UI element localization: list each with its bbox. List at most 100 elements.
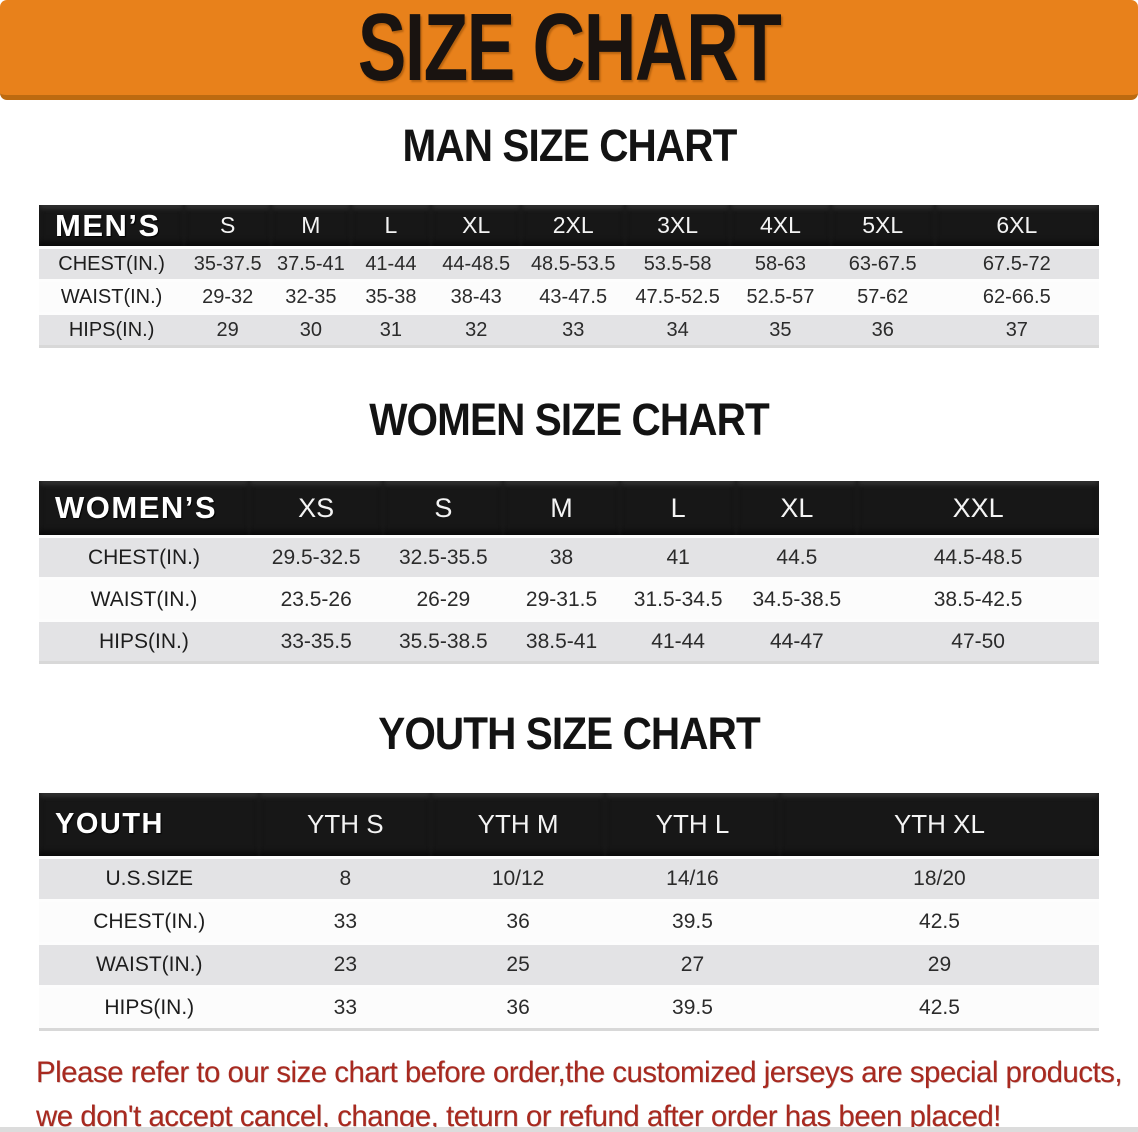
size-value-cell: 41-44 <box>619 619 737 663</box>
size-value-cell: 31.5-34.5 <box>619 577 737 621</box>
size-value-cell: 58-63 <box>730 246 831 281</box>
size-value-cell: 33-35.5 <box>248 619 384 663</box>
size-value-cell: 38.5-41 <box>503 619 620 663</box>
table-row: CHEST(IN.) 33 36 39.5 42.5 <box>39 899 1099 944</box>
size-value-cell: 53.5-58 <box>625 246 731 281</box>
size-value-cell: 47-50 <box>857 619 1099 663</box>
row-label: WAIST(IN.) <box>39 279 185 314</box>
women-col-s: S <box>383 478 504 537</box>
size-value-cell: 33 <box>521 312 626 347</box>
banner: SIZE CHART <box>0 0 1138 100</box>
row-label: CHEST(IN.) <box>39 899 260 944</box>
women-col-m: M <box>503 478 620 537</box>
disclaimer-line-2: we don't accept cancel, change, teturn o… <box>36 1100 1001 1132</box>
size-value-cell: 25 <box>431 942 606 987</box>
women-group-label: WOMEN’S <box>39 478 249 537</box>
size-value-cell: 39.5 <box>605 985 780 1030</box>
size-value-cell: 39.5 <box>605 899 780 944</box>
women-col-xxl: XXL <box>857 478 1099 537</box>
size-value-cell: 31 <box>350 312 432 347</box>
men-col-2xl: 2XL <box>521 202 626 248</box>
youth-header-row: YOUTH YTH S YTH M YTH L YTH XL <box>39 790 1099 858</box>
men-col-m: M <box>271 202 351 248</box>
size-value-cell: 37.5-41 <box>271 246 351 281</box>
size-value-cell: 30 <box>271 312 351 347</box>
table-row: HIPS(IN.) 29 30 31 32 33 34 35 36 37 <box>39 312 1099 347</box>
size-value-cell: 42.5 <box>779 985 1099 1030</box>
table-row: WAIST(IN.) 23 25 27 29 <box>39 942 1099 987</box>
women-section-title-text: WOMEN SIZE CHART <box>369 394 769 445</box>
youth-size-table: YOUTH YTH S YTH M YTH L YTH XL U.S.SIZE … <box>39 790 1099 1031</box>
size-value-cell: 14/16 <box>605 856 780 901</box>
size-value-cell: 33 <box>259 985 432 1030</box>
row-label: WAIST(IN.) <box>39 942 260 987</box>
disclaimer-line-1: Please refer to our size chart before or… <box>36 1056 1123 1089</box>
women-section-title: WOMEN SIZE CHART <box>0 396 1138 452</box>
row-label: U.S.SIZE <box>39 856 260 901</box>
row-label: HIPS(IN.) <box>39 985 260 1030</box>
size-value-cell: 37 <box>934 312 1099 347</box>
men-col-l: L <box>350 202 432 248</box>
row-label: HIPS(IN.) <box>39 619 249 663</box>
size-value-cell: 44-47 <box>736 619 858 663</box>
row-label: CHEST(IN.) <box>39 246 185 281</box>
size-value-cell: 44.5-48.5 <box>857 535 1099 579</box>
men-section-title: MAN SIZE CHART <box>0 122 1138 178</box>
size-value-cell: 34.5-38.5 <box>736 577 858 621</box>
table-row: U.S.SIZE 8 10/12 14/16 18/20 <box>39 856 1099 901</box>
table-row: HIPS(IN.) 33 36 39.5 42.5 <box>39 985 1099 1030</box>
row-label: HIPS(IN.) <box>39 312 185 347</box>
size-value-cell: 38 <box>503 535 620 579</box>
men-col-6xl: 6XL <box>934 202 1099 248</box>
men-col-3xl: 3XL <box>625 202 731 248</box>
women-section: WOMEN SIZE CHART WOMEN’S XS S M L XL XXL <box>0 396 1138 664</box>
size-value-cell: 36 <box>431 985 606 1030</box>
table-row: HIPS(IN.) 33-35.5 35.5-38.5 38.5-41 41-4… <box>39 619 1099 663</box>
size-value-cell: 34 <box>625 312 731 347</box>
size-value-cell: 27 <box>605 942 780 987</box>
size-value-cell: 41-44 <box>350 246 432 281</box>
youth-col-s: YTH S <box>259 790 432 858</box>
table-row: WAIST(IN.) 23.5-26 26-29 29-31.5 31.5-34… <box>39 577 1099 621</box>
men-section-title-text: MAN SIZE CHART <box>402 120 737 171</box>
size-value-cell: 32.5-35.5 <box>383 535 504 579</box>
size-value-cell: 35-38 <box>350 279 432 314</box>
size-value-cell: 48.5-53.5 <box>521 246 626 281</box>
size-value-cell: 36 <box>830 312 935 347</box>
youth-section: YOUTH SIZE CHART YOUTH YTH S YTH M YTH L… <box>0 710 1138 1031</box>
men-section: MAN SIZE CHART MEN’S S M L XL 2XL 3XL 4X… <box>0 122 1138 348</box>
size-value-cell: 41 <box>619 535 737 579</box>
youth-section-title: YOUTH SIZE CHART <box>0 710 1138 766</box>
size-value-cell: 8 <box>259 856 432 901</box>
size-value-cell: 38.5-42.5 <box>857 577 1099 621</box>
size-value-cell: 35 <box>730 312 831 347</box>
size-value-cell: 35.5-38.5 <box>383 619 504 663</box>
size-value-cell: 29.5-32.5 <box>248 535 384 579</box>
men-col-s: S <box>184 202 272 248</box>
men-size-table: MEN’S S M L XL 2XL 3XL 4XL 5XL 6XL CHEST… <box>39 202 1099 348</box>
size-value-cell: 10/12 <box>431 856 606 901</box>
size-value-cell: 67.5-72 <box>934 246 1099 281</box>
size-value-cell: 29 <box>779 942 1099 987</box>
men-header-row: MEN’S S M L XL 2XL 3XL 4XL 5XL 6XL <box>39 202 1099 248</box>
row-label: CHEST(IN.) <box>39 535 249 579</box>
youth-group-label: YOUTH <box>39 790 260 858</box>
size-value-cell: 29-31.5 <box>503 577 620 621</box>
disclaimer: Please refer to our size chart before or… <box>36 1051 1138 1132</box>
size-value-cell: 63-67.5 <box>830 246 935 281</box>
youth-col-xl: YTH XL <box>779 790 1099 858</box>
men-col-xl: XL <box>431 202 522 248</box>
youth-col-l: YTH L <box>605 790 780 858</box>
row-label: WAIST(IN.) <box>39 577 249 621</box>
size-value-cell: 35-37.5 <box>184 246 272 281</box>
men-col-5xl: 5XL <box>830 202 935 248</box>
table-row: CHEST(IN.) 29.5-32.5 32.5-35.5 38 41 44.… <box>39 535 1099 579</box>
men-group-label: MEN’S <box>39 202 185 248</box>
size-value-cell: 29-32 <box>184 279 272 314</box>
women-header-row: WOMEN’S XS S M L XL XXL <box>39 478 1099 537</box>
size-value-cell: 44-48.5 <box>431 246 522 281</box>
size-value-cell: 36 <box>431 899 606 944</box>
size-value-cell: 57-62 <box>830 279 935 314</box>
size-value-cell: 18/20 <box>779 856 1099 901</box>
